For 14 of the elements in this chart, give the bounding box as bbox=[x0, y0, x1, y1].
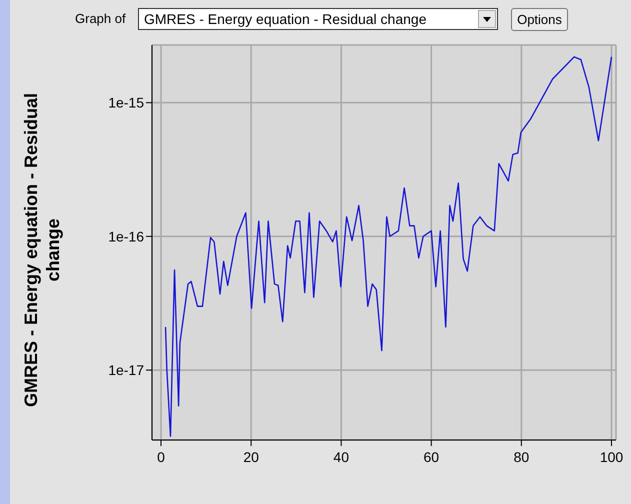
text: Graph of bbox=[75, 11, 126, 26]
x-tick-label: 100 bbox=[600, 449, 624, 465]
y-axis-title: GMRES - Energy equation - Residual change bbox=[20, 92, 64, 410]
y-tick-label: 1e-16 bbox=[108, 228, 144, 244]
text: Options bbox=[511, 8, 568, 31]
y-tick-label: 1e-17 bbox=[108, 362, 144, 378]
x-tick-label: 20 bbox=[243, 449, 260, 465]
x-tick-label: 80 bbox=[514, 449, 530, 465]
line-series bbox=[164, 56, 612, 437]
y-tick-label: 1e-15 bbox=[108, 94, 144, 111]
x-tick-label: 40 bbox=[333, 449, 350, 465]
x-tick-label: 60 bbox=[424, 449, 440, 465]
x-tick-label: 0 bbox=[157, 449, 166, 465]
chart-title: GMRES - Energy equation - Residual change bbox=[144, 11, 426, 27]
